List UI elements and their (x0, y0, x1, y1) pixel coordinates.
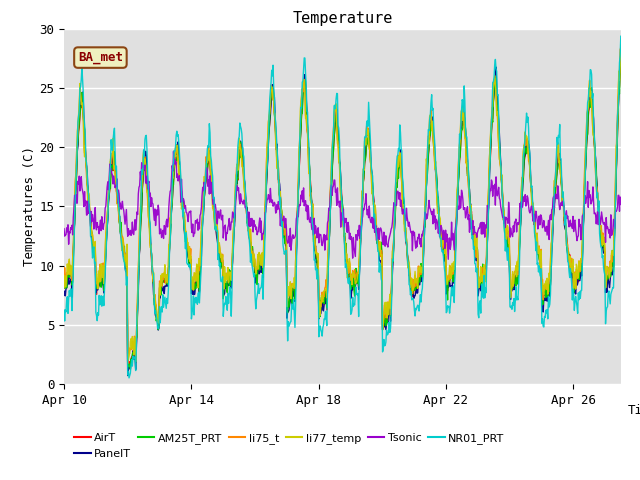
Y-axis label: Temperatures (C): Temperatures (C) (24, 146, 36, 266)
Text: BA_met: BA_met (78, 51, 123, 64)
Legend: AirT, PanelT, AM25T_PRT, li75_t, li77_temp, Tsonic, NR01_PRT: AirT, PanelT, AM25T_PRT, li75_t, li77_te… (70, 429, 509, 463)
X-axis label: Time: Time (628, 404, 640, 417)
Title: Temperature: Temperature (292, 11, 392, 26)
